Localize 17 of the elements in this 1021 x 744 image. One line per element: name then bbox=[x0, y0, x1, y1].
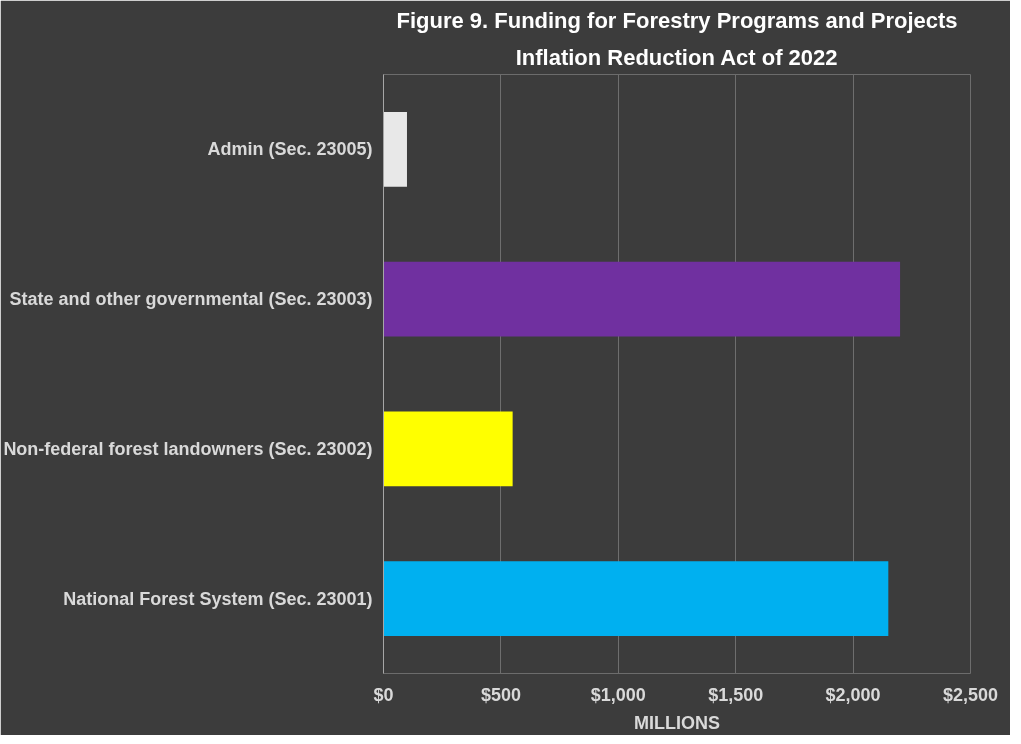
x-tick-label: $2,000 bbox=[825, 684, 881, 705]
x-tick-label: $2,500 bbox=[942, 684, 999, 705]
x-tick-label: $500 bbox=[480, 684, 521, 705]
x-tick-label: $1,000 bbox=[590, 684, 646, 705]
y-tick-label: Non-federal forest landowners (Sec. 23002) bbox=[3, 438, 373, 459]
bar bbox=[383, 411, 513, 487]
chart-title: Figure 9. Funding for Forestry Programs and Projects bbox=[396, 7, 958, 33]
chart-subtitle: Inflation Reduction Act of 2022 bbox=[515, 44, 838, 70]
y-tick-label: National Forest System (Sec. 23001) bbox=[63, 588, 373, 609]
x-tick-label: $0 bbox=[373, 684, 394, 705]
y-tick-label: Admin (Sec. 23005) bbox=[207, 139, 373, 160]
bar bbox=[383, 111, 407, 187]
bar bbox=[383, 261, 901, 337]
y-tick-label: State and other governmental (Sec. 23003) bbox=[9, 289, 373, 310]
x-axis-title: MILLIONS bbox=[634, 712, 720, 733]
x-tick-label: $1,500 bbox=[708, 684, 764, 705]
bar bbox=[383, 561, 889, 637]
